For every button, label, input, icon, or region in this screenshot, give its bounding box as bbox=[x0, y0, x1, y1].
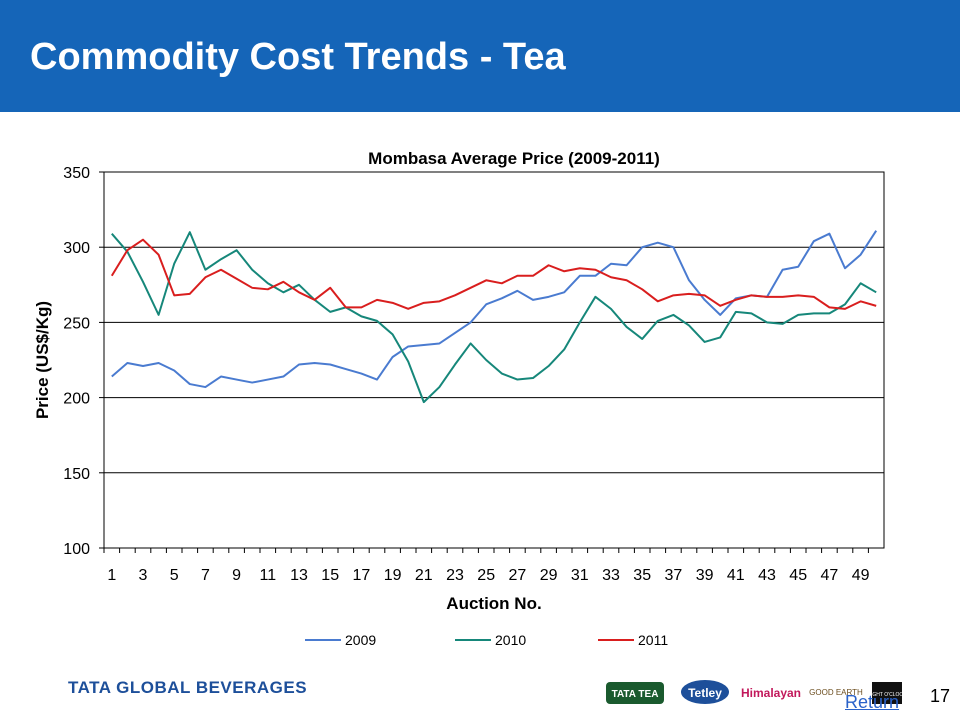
company-logo: TATA GLOBAL BEVERAGES bbox=[68, 678, 308, 697]
y-axis-label: Price (US$/Kg) bbox=[33, 301, 52, 419]
x-tick-label: 23 bbox=[446, 567, 464, 584]
return-link[interactable]: Return bbox=[845, 692, 900, 712]
page-number: 17 bbox=[930, 686, 951, 706]
y-tick-label: 150 bbox=[63, 466, 90, 483]
legend-label: 2009 bbox=[345, 632, 376, 648]
y-tick-label: 200 bbox=[63, 391, 90, 408]
x-tick-label: 15 bbox=[321, 567, 339, 584]
x-tick-label: 25 bbox=[477, 567, 495, 584]
x-tick-label: 9 bbox=[232, 567, 241, 584]
x-tick-label: 33 bbox=[602, 567, 620, 584]
x-tick-label: 47 bbox=[821, 567, 839, 584]
x-tick-label: 5 bbox=[170, 567, 179, 584]
x-tick-label: 49 bbox=[852, 567, 870, 584]
x-tick-label: 19 bbox=[384, 567, 402, 584]
legend-label: 2010 bbox=[495, 632, 526, 648]
x-tick-label: 29 bbox=[540, 567, 558, 584]
x-tick-label: 7 bbox=[201, 567, 210, 584]
y-tick-label: 300 bbox=[63, 240, 90, 257]
chart-title: Mombasa Average Price (2009-2011) bbox=[368, 149, 660, 168]
x-tick-label: 41 bbox=[727, 567, 745, 584]
x-tick-label: 17 bbox=[353, 567, 371, 584]
slide-title: Commodity Cost Trends - Tea bbox=[30, 36, 566, 78]
series-line bbox=[110, 238, 877, 310]
x-tick-label: 31 bbox=[571, 567, 589, 584]
x-tick-label: 13 bbox=[290, 567, 308, 584]
y-tick-label: 100 bbox=[63, 541, 90, 558]
x-axis-label: Auction No. bbox=[446, 594, 541, 613]
header-band bbox=[0, 0, 960, 112]
x-tick-label: 11 bbox=[259, 567, 276, 584]
series-line bbox=[111, 231, 877, 404]
y-tick-label: 250 bbox=[63, 315, 90, 332]
x-tick-label: 43 bbox=[758, 567, 776, 584]
x-tick-label: 45 bbox=[789, 567, 807, 584]
x-tick-label: 1 bbox=[107, 567, 116, 584]
legend-label: 2011 bbox=[638, 632, 668, 648]
x-tick-label: 39 bbox=[696, 567, 714, 584]
y-tick-label: 350 bbox=[63, 165, 90, 182]
x-tick-label: 21 bbox=[415, 567, 433, 584]
x-tick-label: 35 bbox=[633, 567, 651, 584]
plot-area bbox=[103, 171, 885, 549]
x-tick-label: 37 bbox=[665, 567, 683, 584]
x-tick-label: 3 bbox=[139, 567, 148, 584]
x-tick-label: 27 bbox=[509, 567, 527, 584]
